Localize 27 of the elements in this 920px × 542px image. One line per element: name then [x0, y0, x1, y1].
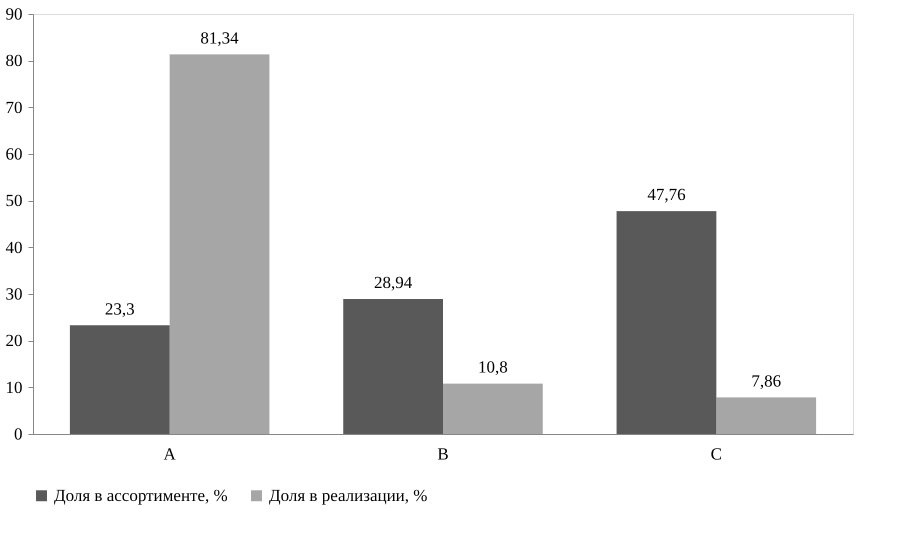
y-tick-label: 90 — [6, 4, 22, 24]
x-tick-label: A — [164, 444, 177, 464]
bar — [343, 298, 443, 434]
y-tick-label: 60 — [6, 144, 22, 164]
data-label: 10,8 — [478, 358, 508, 377]
x-tick-label: C — [710, 444, 722, 464]
data-label: 7,86 — [751, 371, 782, 390]
bar — [616, 211, 716, 434]
bar — [716, 397, 816, 434]
data-label: 81,34 — [200, 28, 240, 48]
y-tick-label: 80 — [6, 51, 22, 70]
y-tick-label: 50 — [6, 191, 22, 210]
y-tick-label: 40 — [6, 238, 22, 257]
legend-label: Доля в ассортименте, % — [54, 486, 228, 505]
data-label: 28,94 — [374, 272, 413, 292]
y-tick-label: 0 — [14, 424, 22, 444]
y-tick-label: 70 — [6, 98, 22, 117]
y-tick-label: 30 — [6, 284, 22, 304]
bar — [70, 325, 170, 434]
legend-label: Доля в реализации, % — [269, 486, 428, 505]
y-tick-label: 20 — [6, 331, 22, 350]
bar — [443, 384, 543, 434]
x-tick-label: B — [437, 444, 449, 464]
data-label: 47,76 — [647, 185, 686, 204]
data-label: 23,3 — [104, 299, 135, 318]
y-tick-label: 10 — [6, 378, 22, 397]
bar — [170, 54, 270, 434]
